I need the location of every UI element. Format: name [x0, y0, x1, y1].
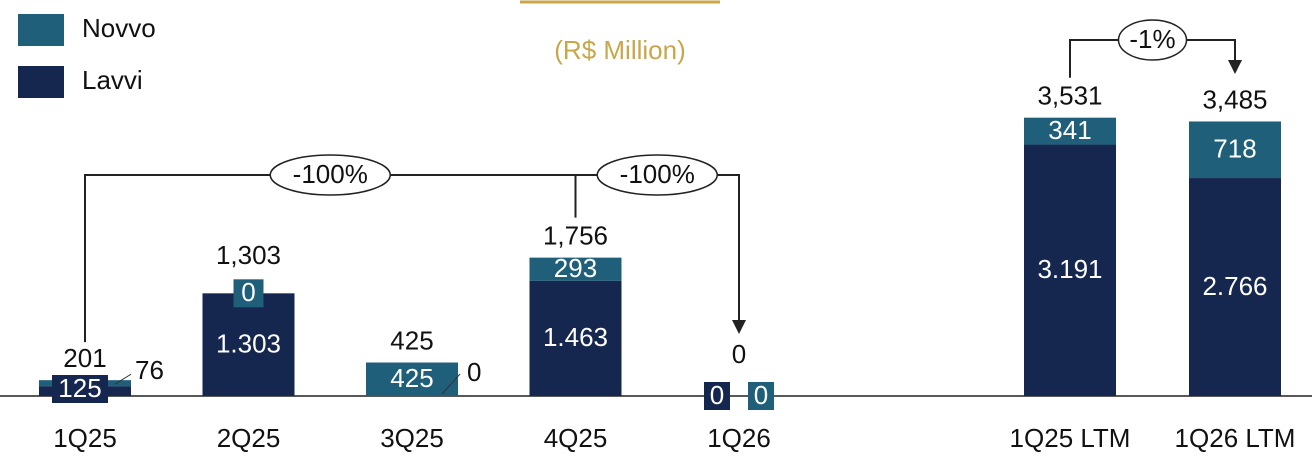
x-tick-label: 3Q25	[380, 423, 444, 453]
label-box	[52, 375, 108, 403]
annotation: -1%	[1129, 24, 1175, 54]
total-label: 3,531	[1037, 81, 1102, 111]
data-label: 1.463	[543, 322, 608, 352]
annotation: -100%	[620, 159, 695, 189]
bar	[529, 280, 622, 396]
bar	[1189, 121, 1281, 179]
subtitle: (R$ Million)	[554, 35, 685, 65]
arrowhead	[1228, 60, 1242, 74]
bar	[1024, 144, 1116, 396]
data-label: 341	[1048, 115, 1091, 145]
total-label: 201	[63, 343, 106, 373]
data-label: 1.303	[216, 329, 281, 359]
label-box	[704, 382, 730, 410]
x-tick-label: 1Q26 LTM	[1175, 423, 1296, 453]
legend-swatch	[18, 14, 64, 46]
total-label: 425	[390, 325, 433, 355]
data-label: 425	[390, 363, 433, 393]
annotation-bubble	[596, 154, 718, 196]
label-box	[233, 279, 264, 308]
x-tick-label: 2Q25	[217, 423, 281, 453]
bar	[1189, 178, 1281, 396]
annotation: -100%	[293, 159, 368, 189]
data-label: 718	[1213, 134, 1256, 164]
x-tick-label: 1Q25 LTM	[1010, 423, 1131, 453]
total-label: 0	[732, 339, 746, 369]
annotation-bubble	[269, 154, 391, 196]
bar	[1024, 117, 1116, 145]
legend-label: Novvo	[82, 13, 156, 43]
total-label: 1,756	[543, 221, 608, 251]
connector	[84, 174, 740, 343]
legend-label: Lavvi	[82, 65, 143, 95]
leader	[441, 373, 461, 395]
x-tick-label: 4Q25	[544, 423, 608, 453]
data-label: 125	[58, 373, 101, 403]
data-label: 76	[135, 355, 164, 385]
leader	[114, 373, 132, 385]
arrowhead	[732, 320, 746, 334]
data-label: 293	[554, 253, 597, 283]
data-label: 0	[710, 380, 724, 410]
legend-swatch	[18, 66, 64, 98]
x-tick-label: 1Q25	[53, 423, 117, 453]
bar	[202, 293, 295, 396]
data-label: 0	[754, 380, 768, 410]
bar	[529, 257, 622, 281]
total-label: 1,303	[216, 240, 281, 270]
x-tick-label: 1Q26	[707, 423, 771, 453]
label-box	[748, 382, 774, 410]
data-label: 3.191	[1037, 254, 1102, 284]
bar	[366, 362, 458, 396]
data-label: 2.766	[1202, 271, 1267, 301]
annotation-bubble	[1117, 19, 1188, 61]
data-label: 0	[241, 277, 255, 307]
total-label: 3,485	[1202, 84, 1267, 114]
data-label: 0	[467, 357, 481, 387]
